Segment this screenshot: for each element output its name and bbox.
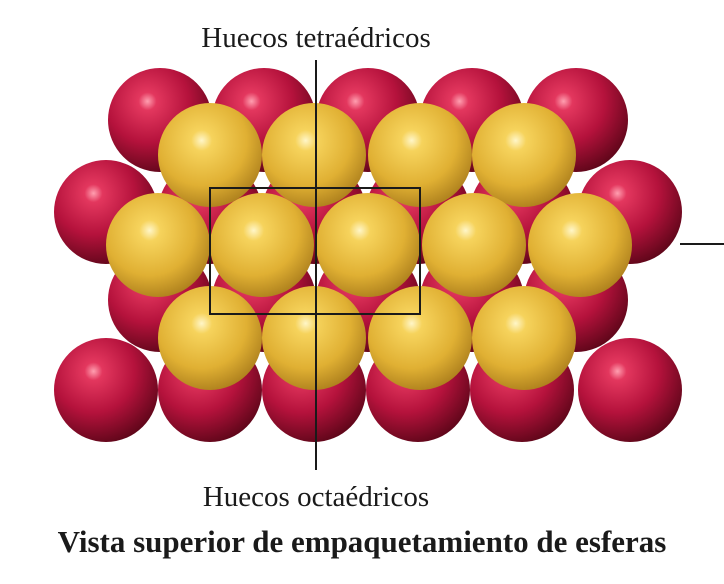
red-sphere — [54, 338, 158, 442]
gold-sphere — [316, 193, 420, 297]
gold-sphere — [106, 193, 210, 297]
gold-sphere — [158, 103, 262, 207]
gold-sphere — [472, 286, 576, 390]
gold-sphere — [262, 103, 366, 207]
gold-sphere — [368, 286, 472, 390]
red-sphere — [578, 338, 682, 442]
gold-sphere-layer — [106, 103, 632, 390]
gold-sphere — [262, 286, 366, 390]
gold-sphere — [422, 193, 526, 297]
gold-sphere — [158, 286, 262, 390]
gold-sphere — [472, 103, 576, 207]
gold-sphere — [368, 103, 472, 207]
diagram-caption: Vista superior de empaquetamiento de esf… — [58, 524, 667, 559]
gold-sphere — [528, 193, 632, 297]
gold-sphere — [210, 193, 314, 297]
tetrahedral-holes-label: Huecos tetraédricos — [201, 22, 430, 54]
octahedral-holes-label: Huecos octaédricos — [203, 481, 429, 513]
unit-region-outline — [209, 187, 421, 315]
